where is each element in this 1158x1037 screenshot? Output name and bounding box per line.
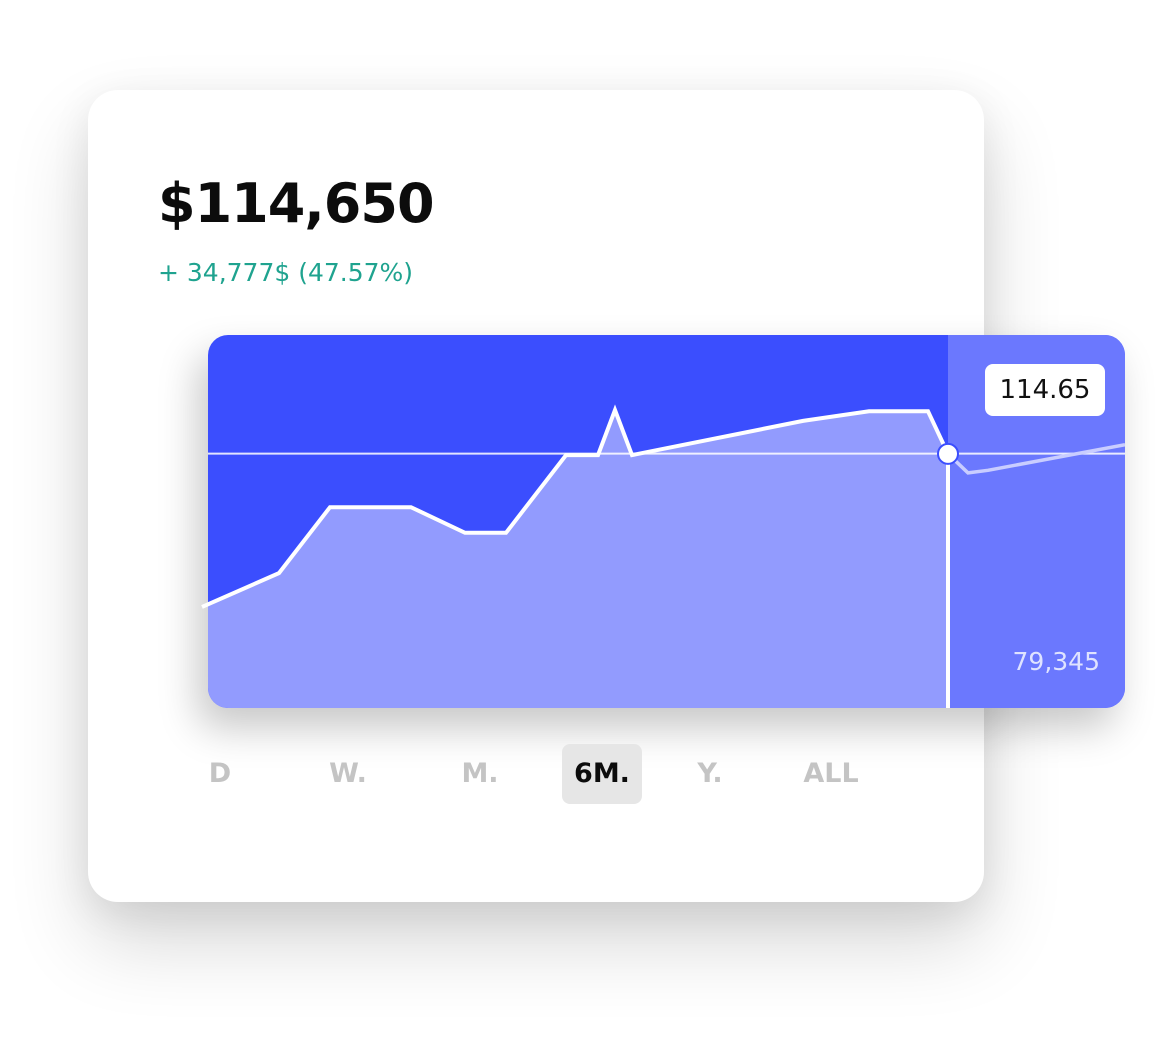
marker-point[interactable] (937, 442, 959, 465)
tooltip-value: 114.65 (999, 375, 1091, 405)
time-range-selector: D W. M. 6M. Y. ALL (190, 744, 890, 804)
price-line (201, 404, 950, 609)
chart-area-fill-after-marker (948, 335, 1125, 708)
chart-baseline-label: 79,345 (1012, 647, 1100, 676)
range-day-button[interactable]: D (208, 758, 232, 789)
range-6month-button[interactable]: 6M. (562, 744, 642, 804)
chart-area-fill (208, 410, 948, 708)
value-tooltip: 114.65 (985, 364, 1105, 416)
range-month-button[interactable]: M. (461, 758, 499, 789)
price-chart[interactable] (201, 335, 1125, 708)
portfolio-balance: $114,650 (158, 172, 435, 235)
range-week-button[interactable]: W. (329, 758, 367, 789)
range-all-button[interactable]: ALL (803, 758, 859, 789)
range-year-button[interactable]: Y. (697, 758, 723, 789)
price-line-after-marker (946, 442, 1125, 475)
balance-change: + 34,777$ (47.57%) (158, 258, 414, 287)
price-chart-panel[interactable]: 114.65 79,345 (201, 335, 1125, 708)
